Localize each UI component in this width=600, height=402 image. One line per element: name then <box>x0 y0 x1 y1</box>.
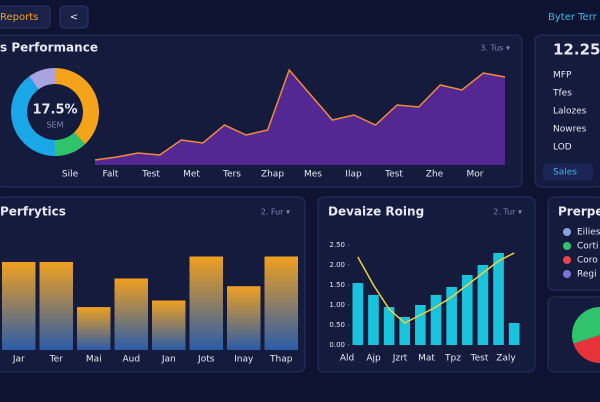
y-tick-label: 2.00 <box>329 261 345 269</box>
bar <box>399 317 411 345</box>
side-item: Lalozes <box>553 107 587 117</box>
bar <box>461 275 473 345</box>
bar <box>415 305 426 345</box>
side-button-label: Sales <box>553 168 577 178</box>
x-tick-label: Tpz <box>444 354 461 364</box>
legend-label: Eilies <box>577 228 600 238</box>
x-tick-label: Jots <box>197 355 215 365</box>
x-tick-label: Met <box>183 170 200 180</box>
x-tick-label: Aud <box>122 355 140 365</box>
donut-center: 17.5% <box>32 103 77 118</box>
right-title: Byter Terr <box>548 12 598 23</box>
donut-sub: SEM <box>46 121 63 130</box>
bar <box>152 300 186 350</box>
x-tick-label: Mes <box>304 170 322 180</box>
x-tick-label: Mai <box>86 355 102 365</box>
panel-title: Devaize Roing <box>328 205 424 219</box>
legend-label: Regi <box>577 270 597 280</box>
x-tick-label: Jzrt <box>392 354 408 364</box>
bar <box>493 253 504 345</box>
bar <box>368 295 379 345</box>
x-tick-label: Test <box>141 170 160 180</box>
x-tick-label: Mor <box>467 170 484 180</box>
x-tick-label: Thap <box>269 355 293 365</box>
y-tick-label: 1.50 <box>329 281 345 289</box>
legend-dot <box>563 256 571 264</box>
bar <box>189 256 223 350</box>
x-tick-label: Ilap <box>345 170 362 180</box>
x-tick-label: Mat <box>418 354 435 364</box>
slice <box>10 76 55 156</box>
slice <box>55 132 86 156</box>
bar <box>352 283 364 345</box>
y-tick-label: 1.00 <box>329 301 345 309</box>
side-value: 12.25 <box>553 41 600 59</box>
back-label: < <box>70 12 78 23</box>
slice <box>572 307 600 344</box>
x-tick-label: Inay <box>234 355 254 365</box>
side-button[interactable] <box>543 163 593 181</box>
side-item: Nowres <box>553 125 587 135</box>
legend-label: Corti <box>577 242 599 252</box>
legend-dot <box>563 228 571 236</box>
slice <box>55 68 99 145</box>
line <box>357 252 515 324</box>
x-tick-label: Ters <box>222 170 241 180</box>
bar <box>477 265 489 345</box>
bar <box>227 286 261 350</box>
bar <box>446 287 457 345</box>
panel-menu[interactable]: 3. Tus ▾ <box>480 44 510 53</box>
x-tick-label: Zhap <box>261 170 284 180</box>
bar <box>77 307 111 350</box>
x-tick-label: Zhe <box>426 170 444 180</box>
back-button[interactable] <box>59 5 89 29</box>
x-tick-label: Ajp <box>366 354 381 364</box>
bar <box>2 262 36 350</box>
panel-menu[interactable]: 2. Fur ▾ <box>261 208 290 217</box>
x-tick-label: Sile <box>62 170 79 180</box>
line <box>94 68 506 161</box>
x-tick-label: Zaly <box>496 354 516 364</box>
area <box>95 70 505 165</box>
slice <box>29 68 55 90</box>
bar <box>430 295 442 345</box>
legend-dot <box>563 270 571 278</box>
legend-dot <box>563 242 571 250</box>
x-tick-label: Test <box>384 170 403 180</box>
x-tick-label: Jar <box>12 355 25 365</box>
x-tick-label: Test <box>470 354 489 364</box>
bar <box>508 323 520 345</box>
y-tick-label: 2.50 <box>329 241 345 249</box>
bar <box>114 278 148 350</box>
panel <box>534 34 600 188</box>
slice <box>573 307 600 363</box>
panel-title: Perfrytics <box>0 205 66 219</box>
panel-title: Prerpe <box>558 205 600 219</box>
side-item: MFP <box>553 71 572 81</box>
panel-title: s Performance <box>0 41 98 55</box>
bar <box>264 256 298 350</box>
bar <box>383 307 395 345</box>
side-item: Tfes <box>552 89 572 99</box>
y-tick-label: 0.00 <box>329 341 345 349</box>
tab-label: Reports <box>0 12 38 23</box>
tab[interactable] <box>0 5 51 29</box>
bar <box>39 262 73 350</box>
y-tick-label: 0.50 <box>329 321 345 329</box>
panel-menu[interactable]: 2. Tur ▾ <box>493 208 522 217</box>
x-tick-label: Ald <box>340 354 354 364</box>
legend-label: Coro <box>577 256 598 266</box>
panel <box>547 196 600 291</box>
x-tick-label: Jan <box>161 355 176 365</box>
side-item: LOD <box>553 143 572 153</box>
x-tick-label: Falt <box>103 170 119 180</box>
x-tick-label: Ter <box>49 355 64 365</box>
